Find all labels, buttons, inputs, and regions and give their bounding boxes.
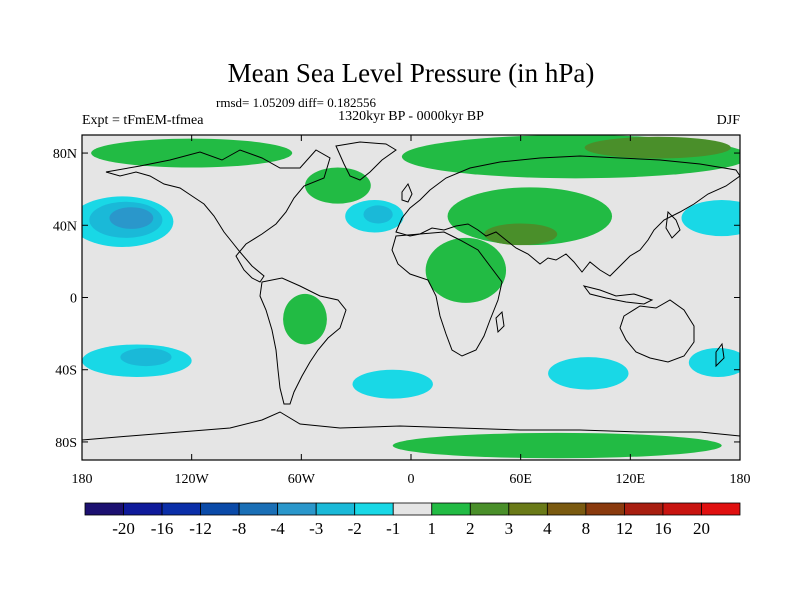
colorbar-label: 12 [616,519,633,538]
colorbar-label: 4 [543,519,552,538]
x-tick-label: 180 [72,472,93,487]
colorbar-label: -2 [348,519,362,538]
colorbar-label: -8 [232,519,246,538]
colorbar-label: 16 [654,519,671,538]
coastline-uk [401,182,413,203]
coastline-north-america [105,149,331,283]
colorbar-label: -12 [189,519,212,538]
colorbar-labels: -20 -16 -12 -8 -4 -3 -2 -1 1 2 3 4 8 12 16 20 [112,519,710,538]
stats-line: rmsd= 1.05209 diff= 0.182556 [216,95,376,110]
region-greenland-high [304,167,371,204]
colorbar-label: -16 [151,519,174,538]
coastline-africa [391,231,503,357]
colorbar [84,502,741,516]
region-north-pacific-low-core [109,207,154,229]
x-tick-label: 120E [616,472,646,487]
period-label: 1320kyr BP - 0000kyr BP [338,109,484,124]
x-tick-label: 60E [509,472,532,487]
colorbar-swatch [392,502,433,516]
colorbar-label: 3 [505,519,514,538]
y-tick-label: 40N [53,219,77,234]
colorbar-label: -20 [112,519,135,538]
coastline-greenland [335,141,397,181]
season-label: DJF [717,113,741,128]
coastline-new-zealand [715,342,725,368]
colorbar-swatch [84,502,124,516]
x-tick-label: 120W [175,472,210,487]
y-tick-label: 80N [53,147,77,162]
colorbar-label: -3 [309,519,323,538]
colorbar-swatch [624,502,664,516]
region-arctic-ridge-siberia-core [584,136,731,159]
colorbar-label: 1 [428,519,437,538]
coastline-japan [665,210,681,239]
colorbar-label: -4 [271,519,286,538]
y-tick-label: 40S [55,364,77,379]
longitude-labels: 180 120W 60W 0 60E 120E 180 [72,472,751,487]
x-tick-label: 180 [730,472,751,487]
colorbar-label: 2 [466,519,475,538]
region-north-atlantic-low-core [363,205,393,224]
colorbar-swatch [123,502,163,516]
region-antarctic-high [392,432,722,459]
region-south-pacific-low-core [120,348,172,367]
coastline-south-america [259,277,347,405]
latitude-labels: 80N 40N 0 40S 80S [53,147,77,451]
colorbar-swatch [354,502,394,516]
x-tick-label: 0 [408,472,415,487]
y-tick-label: 80S [55,436,77,451]
colorbar-swatch [200,502,240,516]
coastlines [82,141,740,441]
region-central-asia-high [484,223,558,246]
colorbar-swatch [546,502,587,516]
colorbar-swatch [701,502,741,516]
colorbar-swatch [585,502,625,516]
axis-ticks [81,135,741,460]
region-arctic-ridge-america [91,138,293,168]
colorbar-swatch [508,502,548,516]
region-south-america-high [283,293,327,345]
colorbar-swatch [315,502,356,516]
region-south-indian-low [548,357,629,390]
map-background [82,135,740,460]
region-south-pacific-low-east [688,348,740,377]
colorbar-swatch [161,502,201,516]
colorbar-swatch [238,502,279,516]
colorbar-swatch [277,502,317,516]
y-tick-label: 0 [70,292,77,307]
coastline-antarctica [82,411,740,441]
map-panel [81,134,741,461]
colorbar-label: -1 [386,519,400,538]
colorbar-swatch [469,502,510,516]
figure-title: Mean Sea Level Pressure (in hPa) [228,58,595,88]
experiment-label: Expt = tFmEM-tfmea [82,113,204,128]
coastline-madagascar [495,310,505,334]
colorbar-swatch [662,502,702,516]
region-north-africa-high [425,237,507,303]
colorbar-label: 20 [693,519,710,538]
colorbar-swatch [431,502,471,516]
coastline-eurasia [395,155,740,277]
x-tick-label: 60W [288,472,316,487]
colorbar-label: 8 [582,519,591,538]
coastline-australia [619,299,695,363]
region-east-asia-pacific-low [681,200,740,237]
region-south-atlantic-low [352,369,433,399]
coastline-indonesia [582,285,654,305]
